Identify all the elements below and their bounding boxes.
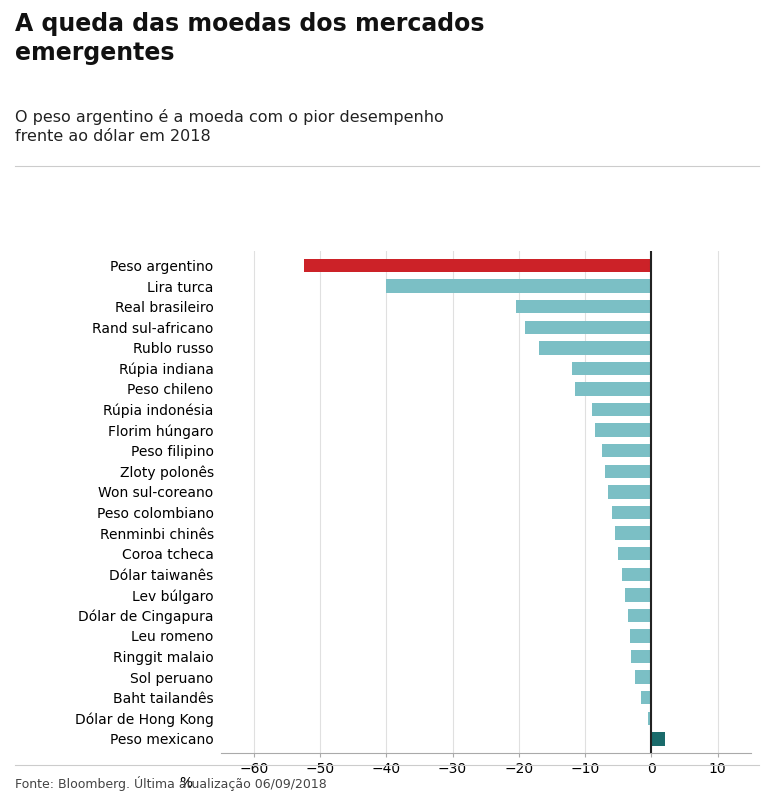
Bar (575, 382, 652, 396)
Bar (595, 424, 652, 437)
Bar (608, 485, 652, 499)
Bar (572, 362, 652, 375)
Bar (386, 279, 652, 292)
Bar (648, 712, 652, 725)
Bar (601, 444, 652, 458)
Bar (632, 650, 652, 663)
Text: A queda das moedas dos mercados
emergentes: A queda das moedas dos mercados emergent… (15, 12, 485, 65)
Bar (611, 505, 652, 519)
Bar (628, 608, 652, 622)
Bar (304, 259, 652, 272)
Bar (605, 465, 652, 478)
Text: -52,4%: -52,4% (317, 259, 368, 272)
Text: O peso argentino é a moeda com o pior desempenho
frente ao dólar em 2018: O peso argentino é a moeda com o pior de… (15, 109, 444, 144)
Bar (630, 629, 652, 642)
Bar (622, 568, 652, 581)
Bar (591, 403, 652, 416)
Bar (539, 341, 652, 355)
Bar (642, 691, 652, 705)
Text: BBC: BBC (697, 781, 728, 795)
Bar (526, 321, 652, 334)
Text: Fonte: Bloomberg. Última atualização 06/09/2018: Fonte: Bloomberg. Última atualização 06/… (15, 776, 327, 791)
Bar (652, 732, 665, 745)
Bar (515, 300, 652, 313)
Bar (625, 588, 652, 602)
X-axis label: %: % (180, 776, 193, 790)
Bar (635, 671, 652, 684)
Bar (615, 526, 652, 539)
Bar (618, 547, 652, 561)
